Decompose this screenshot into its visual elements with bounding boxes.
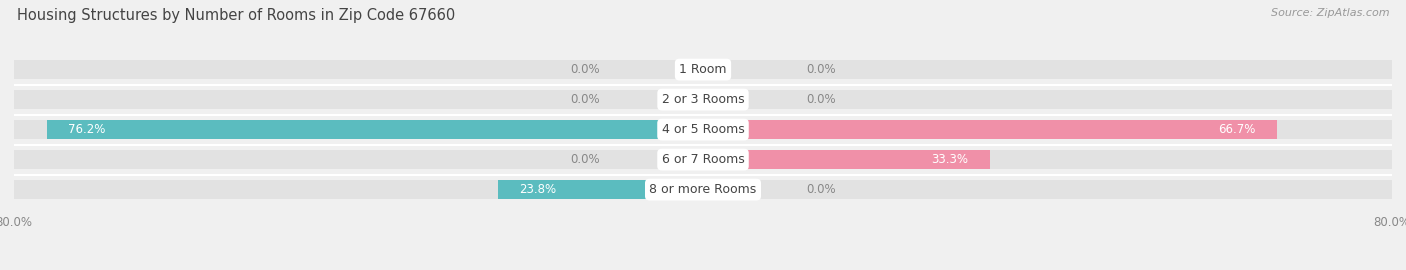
Text: 0.0%: 0.0% [807,63,837,76]
Text: 0.0%: 0.0% [569,63,599,76]
Text: 66.7%: 66.7% [1219,123,1256,136]
Text: 1 Room: 1 Room [679,63,727,76]
Bar [14,60,1392,79]
Text: 6 or 7 Rooms: 6 or 7 Rooms [662,153,744,166]
Text: 4 or 5 Rooms: 4 or 5 Rooms [662,123,744,136]
Bar [498,180,703,199]
Bar [14,150,1392,169]
Text: 8 or more Rooms: 8 or more Rooms [650,183,756,196]
Text: 76.2%: 76.2% [69,123,105,136]
Text: 0.0%: 0.0% [807,93,837,106]
Text: 0.0%: 0.0% [569,93,599,106]
Text: Source: ZipAtlas.com: Source: ZipAtlas.com [1271,8,1389,18]
Text: 33.3%: 33.3% [931,153,969,166]
Bar [46,120,703,139]
Text: 2 or 3 Rooms: 2 or 3 Rooms [662,93,744,106]
Bar [703,150,990,169]
Text: Housing Structures by Number of Rooms in Zip Code 67660: Housing Structures by Number of Rooms in… [17,8,456,23]
Bar [14,90,1392,109]
Bar [14,120,1392,139]
Text: 0.0%: 0.0% [807,183,837,196]
Legend: Owner-occupied, Renter-occupied: Owner-occupied, Renter-occupied [565,266,841,270]
Bar [703,120,1278,139]
Bar [14,180,1392,199]
Text: 0.0%: 0.0% [569,153,599,166]
Text: 23.8%: 23.8% [520,183,557,196]
